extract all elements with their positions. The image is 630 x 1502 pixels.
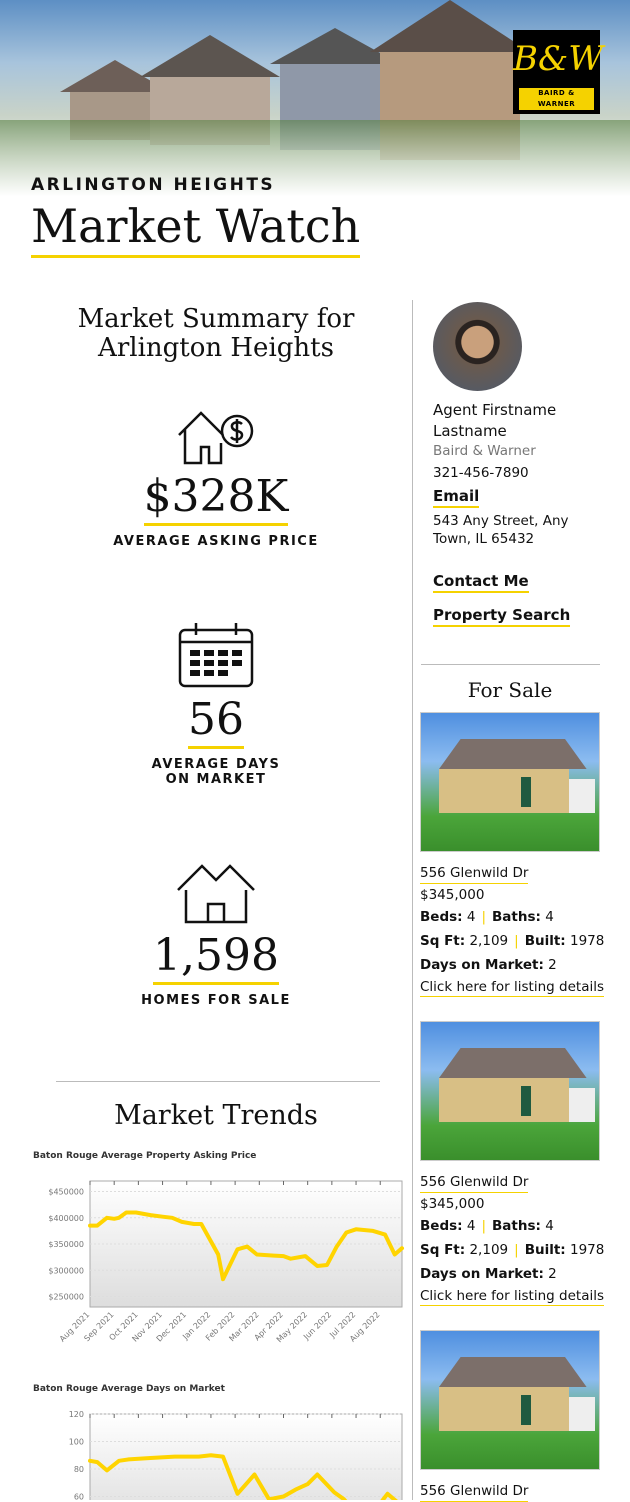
separator: |: [514, 933, 519, 949]
listing-sqft-built: Sq Ft: 2,109 | Built: 1978: [420, 1239, 610, 1261]
baths-label: Baths:: [492, 1218, 541, 1234]
y-tick-label: 120: [69, 1410, 84, 1419]
agent-name-line2: Lastname: [433, 421, 570, 442]
column-divider: [412, 300, 413, 1500]
dom-label: Days on Market:: [420, 957, 544, 973]
stat-homes-for-sale: 1,598 HOMES FOR SALE: [20, 860, 412, 1008]
y-tick-label: $250000: [48, 1293, 84, 1302]
y-tick-label: $400000: [48, 1214, 84, 1223]
agent-avatar: [433, 302, 522, 391]
stat-label: HOMES FOR SALE: [20, 993, 412, 1008]
sqft-label: Sq Ft:: [420, 933, 465, 949]
listing-photo[interactable]: [420, 1330, 600, 1470]
listing-dom: Days on Market: 2: [420, 1263, 610, 1285]
listing-price: $345,000: [420, 1193, 610, 1215]
email-link[interactable]: Email: [433, 487, 479, 508]
for-sale-heading: For Sale: [420, 678, 600, 702]
beds-label: Beds:: [420, 1218, 463, 1234]
baths-label: Baths:: [492, 909, 541, 925]
listing-address-link[interactable]: 556 Glenwild Dr: [420, 1173, 528, 1193]
contact-me-link[interactable]: Contact Me: [433, 572, 529, 593]
listing-address-link[interactable]: 556 Glenwild Dr: [420, 864, 528, 884]
beds-value: 4: [467, 909, 476, 925]
listing-details-link[interactable]: Click here for listing details: [420, 979, 604, 997]
separator: |: [481, 909, 486, 925]
houses-icon: [174, 860, 258, 926]
listing-card: 556 Glenwild Dr$345,000 Beds: 4 | Baths: 4…: [420, 1021, 610, 1307]
listing-card: 556 Glenwild Dr: [420, 1330, 610, 1502]
y-tick-label: 60: [74, 1493, 84, 1501]
built-label: Built:: [525, 1242, 566, 1258]
stat-value: 1,598: [153, 930, 279, 985]
built-label: Built:: [525, 933, 566, 949]
summary-heading-line2: Arlington Heights: [20, 334, 412, 363]
stat-label-line2: ON MARKET: [20, 772, 412, 787]
dom-label: Days on Market:: [420, 1266, 544, 1282]
listing-sqft-built: Sq Ft: 2,109 | Built: 1978: [420, 930, 610, 952]
logo-wordmark: BAIRD & WARNER: [519, 88, 594, 110]
baths-value: 4: [545, 1218, 554, 1234]
beds-label: Beds:: [420, 909, 463, 925]
y-tick-label: $450000: [48, 1188, 84, 1197]
stat-value: 56: [188, 694, 244, 749]
y-tick-label: $300000: [48, 1266, 84, 1275]
y-tick-label: 100: [69, 1438, 84, 1447]
beds-value: 4: [467, 1218, 476, 1234]
built-value: 1978: [570, 1242, 604, 1258]
listing-address-link[interactable]: 556 Glenwild Dr: [420, 1482, 528, 1502]
listing-beds-baths: Beds: 4 | Baths: 4: [420, 1215, 610, 1237]
stat-value: $328K: [144, 471, 289, 526]
separator: |: [481, 1218, 486, 1234]
sqft-value: 2,109: [469, 1242, 508, 1258]
days-on-market-chart: 120100806040: [20, 1400, 412, 1500]
listing-photo[interactable]: [420, 712, 600, 852]
listing-card: 556 Glenwild Dr$345,000 Beds: 4 | Baths: 4…: [420, 712, 610, 998]
house-dollar-icon: [171, 405, 261, 467]
stat-label: AVERAGE ASKING PRICE: [20, 534, 412, 549]
chart-title: Baton Rouge Average Property Asking Pric…: [33, 1151, 256, 1161]
dom-value: 2: [548, 957, 557, 973]
dom-value: 2: [548, 1266, 557, 1282]
summary-heading-line1: Market Summary for: [20, 305, 412, 334]
calendar-icon: [176, 620, 256, 690]
section-divider: [56, 1081, 380, 1082]
listing-details-link[interactable]: Click here for listing details: [420, 1288, 604, 1306]
stat-label-line1: AVERAGE DAYS: [20, 757, 412, 772]
page-title: Market Watch: [31, 197, 360, 258]
property-search-link[interactable]: Property Search: [433, 606, 570, 627]
agent-company: Baird & Warner: [433, 442, 570, 461]
chart-title: Baton Rouge Average Days on Market: [33, 1384, 225, 1394]
listing-beds-baths: Beds: 4 | Baths: 4: [420, 906, 610, 928]
trends-heading: Market Trends: [20, 1100, 412, 1131]
address-line2: Town, IL 65432: [433, 530, 570, 548]
listing-dom: Days on Market: 2: [420, 954, 610, 976]
listing-photo[interactable]: [420, 1021, 600, 1161]
baths-value: 4: [545, 909, 554, 925]
baird-warner-logo[interactable]: B&W BAIRD & WARNER: [513, 30, 600, 114]
agent-phone: 321-456-7890: [433, 465, 570, 481]
built-value: 1978: [570, 933, 604, 949]
city-name: ARLINGTON HEIGHTS: [31, 175, 275, 195]
logo-monogram: B&W: [513, 30, 600, 88]
separator: |: [514, 1242, 519, 1258]
sqft-value: 2,109: [469, 933, 508, 949]
agent-name-line1: Agent Firstname: [433, 400, 570, 421]
section-divider: [421, 664, 600, 665]
address-line1: 543 Any Street, Any: [433, 512, 570, 530]
summary-heading: Market Summary for Arlington Heights: [20, 305, 412, 363]
y-tick-label: 80: [74, 1465, 84, 1474]
listing-price: $345,000: [420, 884, 610, 906]
sqft-label: Sq Ft:: [420, 1242, 465, 1258]
stat-asking-price: $328K AVERAGE ASKING PRICE: [20, 405, 412, 549]
y-tick-label: $350000: [48, 1240, 84, 1249]
